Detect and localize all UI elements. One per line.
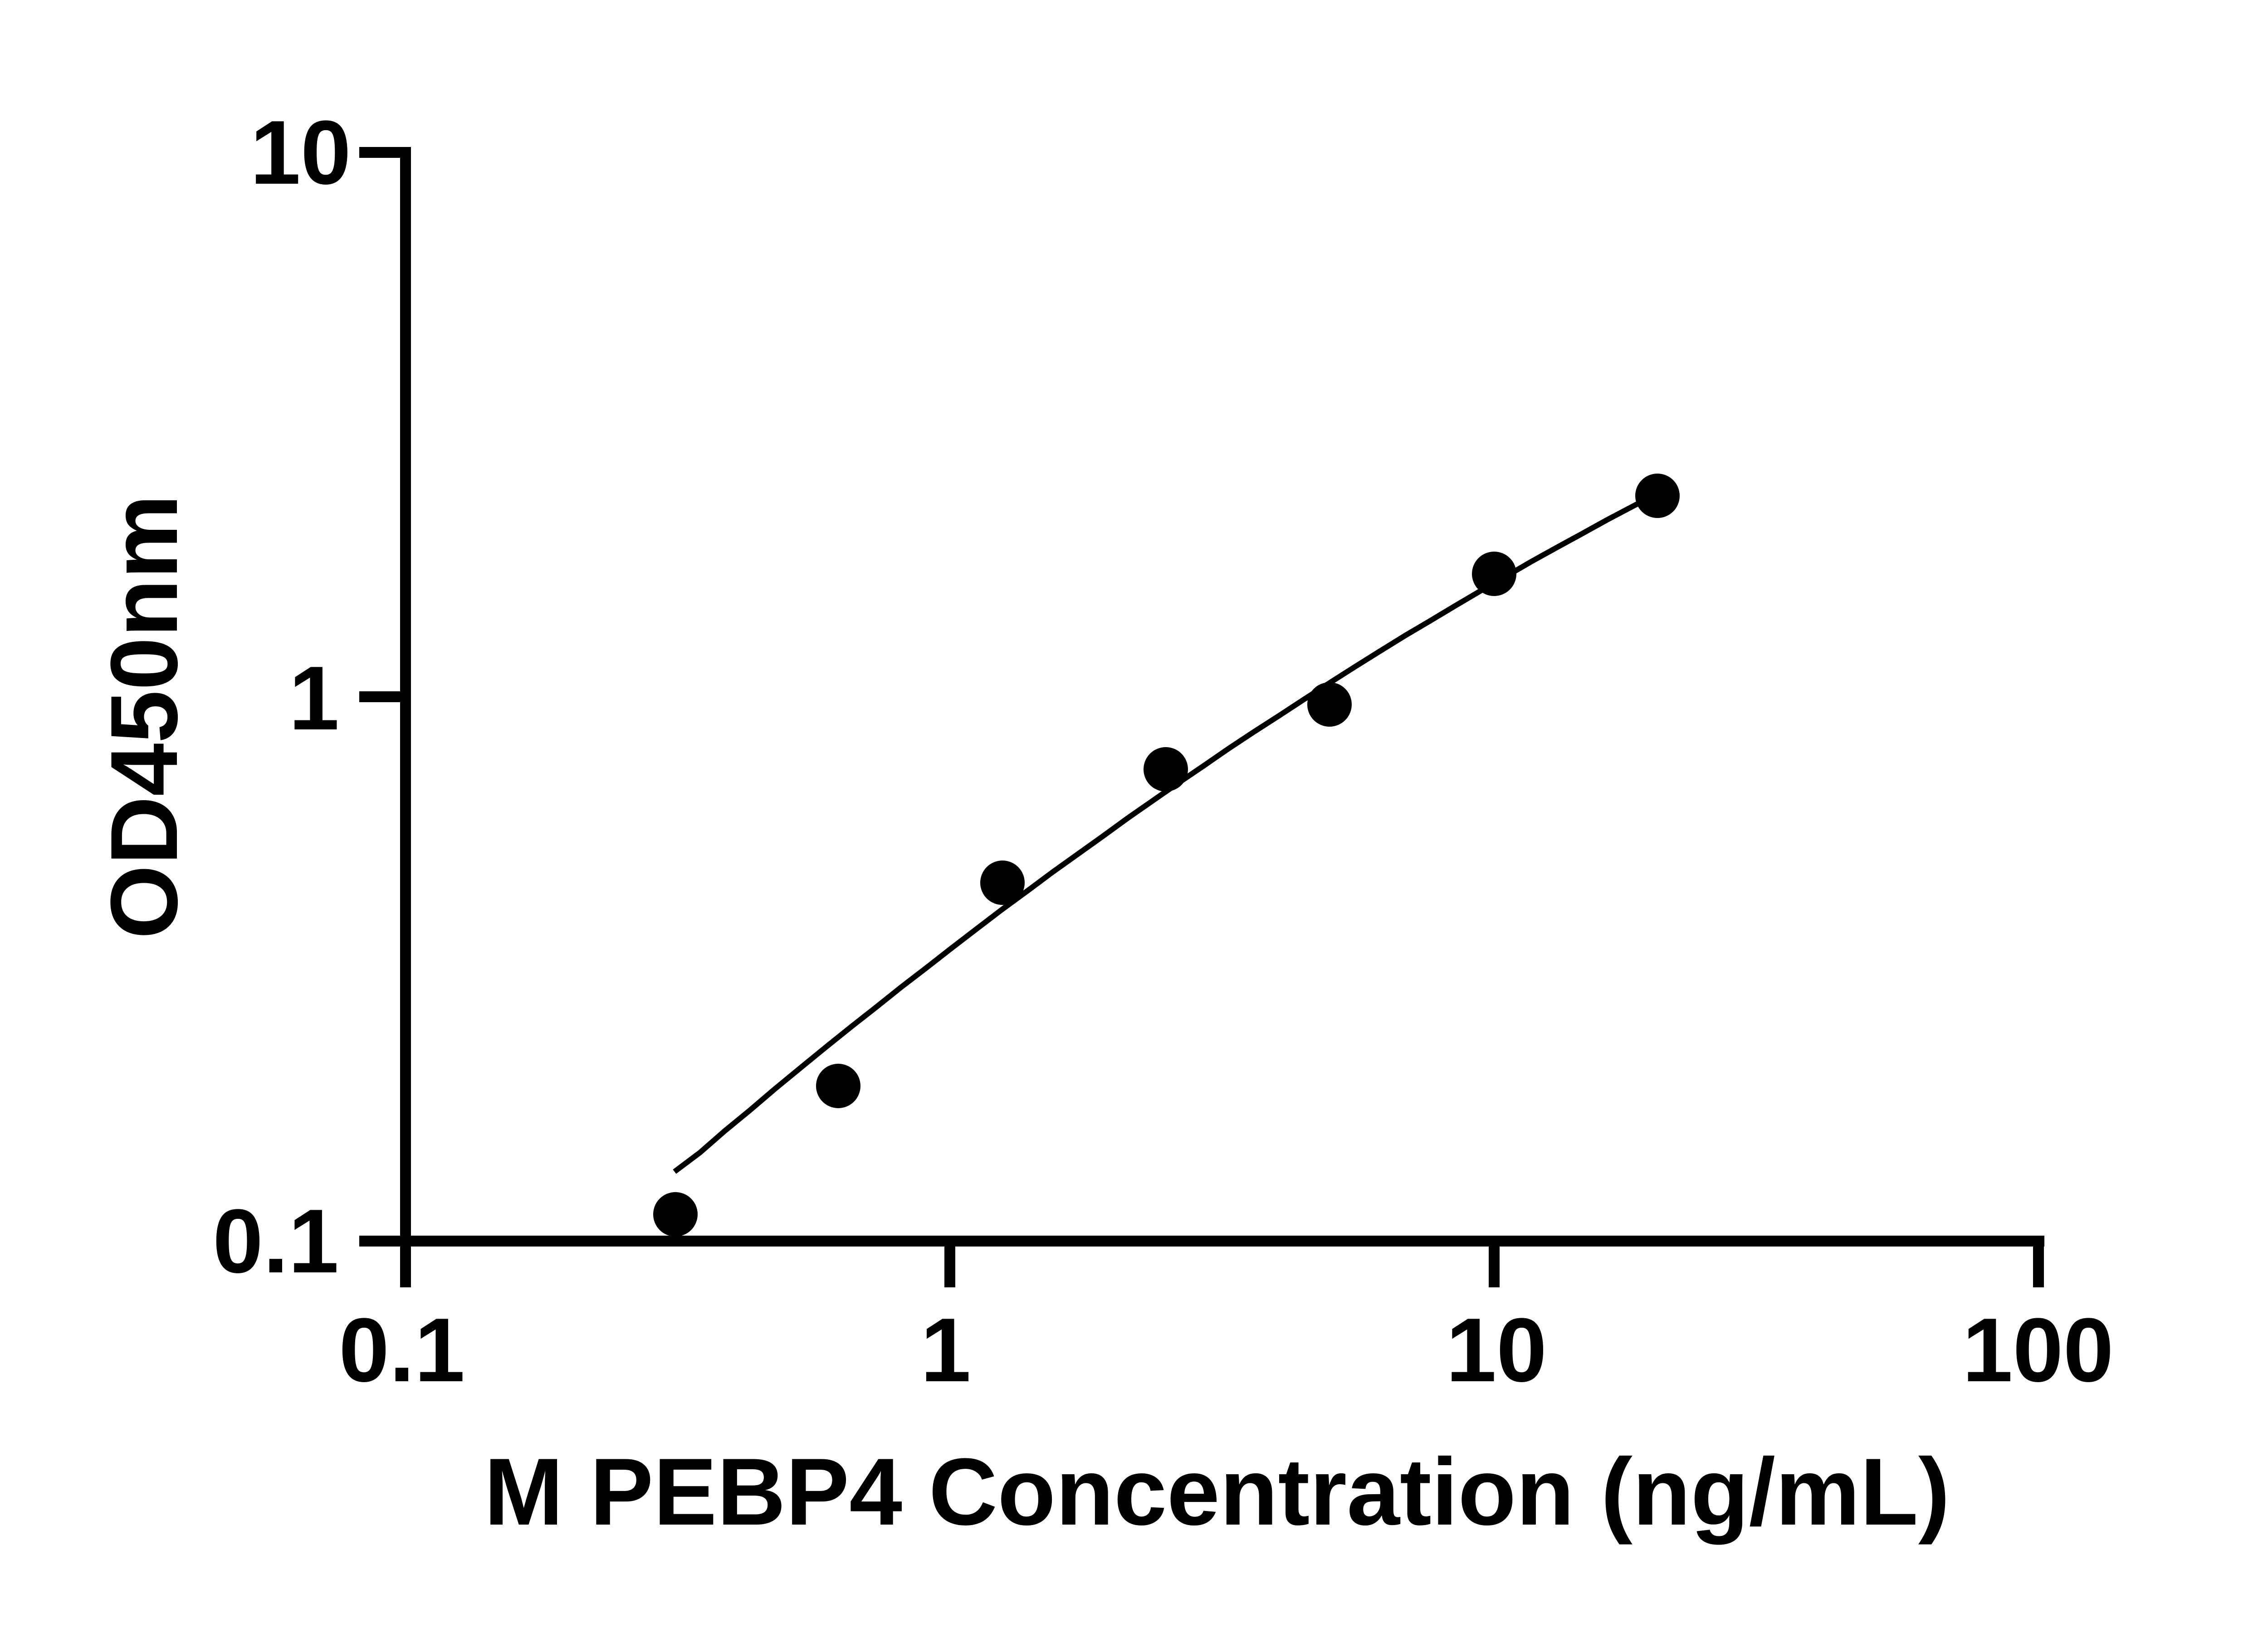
svg-text:1: 1	[289, 648, 339, 749]
svg-text:100: 100	[1962, 1300, 2114, 1401]
svg-text:OD450nm: OD450nm	[91, 494, 197, 939]
svg-text:10: 10	[1446, 1300, 1547, 1401]
svg-text:M PEBP4 Concentration (ng/mL): M PEBP4 Concentration (ng/mL)	[484, 1438, 1950, 1545]
svg-text:10: 10	[250, 102, 351, 203]
svg-text:1: 1	[920, 1300, 971, 1401]
svg-text:0.1: 0.1	[339, 1300, 465, 1401]
svg-text:0.1: 0.1	[213, 1191, 339, 1292]
